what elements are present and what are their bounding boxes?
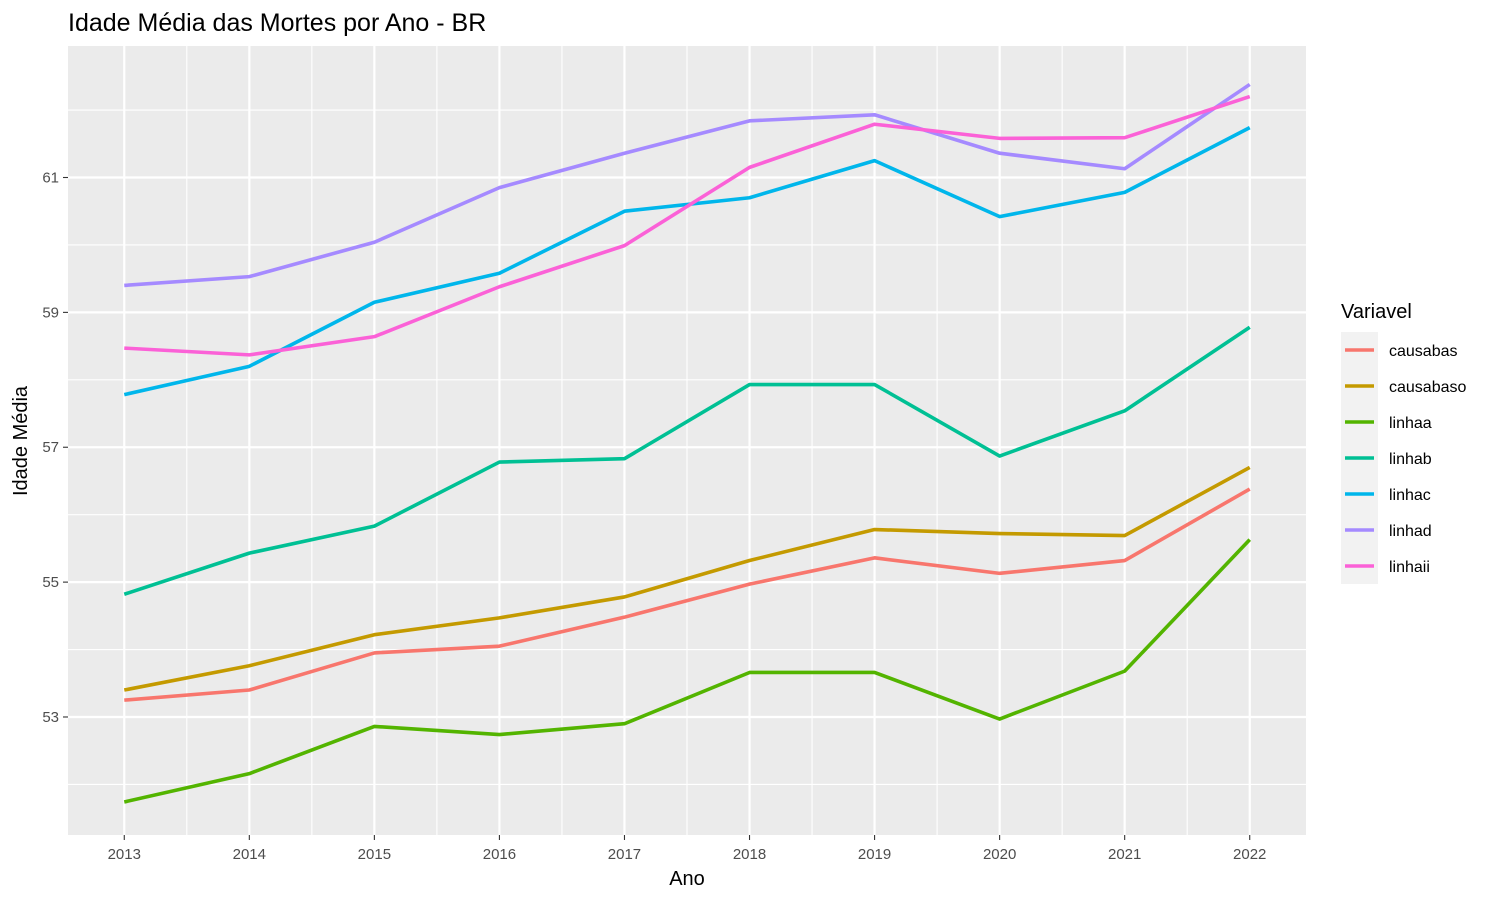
- x-axis-title: Ano: [669, 868, 705, 890]
- series-line-linhab: [123, 325, 1251, 596]
- legend-item-linhab: linhab: [1345, 451, 1432, 468]
- legend-label: linhaa: [1389, 415, 1432, 432]
- y-axis-title: Idade Média: [10, 385, 32, 496]
- series-line-causabaso: [123, 465, 1251, 692]
- y-tick-label: 53: [42, 709, 59, 726]
- y-tick-label: 59: [42, 304, 59, 321]
- series-line-linhaii: [124, 94, 1251, 357]
- legend-items: causabas causabaso linhaa linhab linhac linha…: [1345, 343, 1466, 576]
- chart-title: Idade Média das Mortes por Ano - BR: [68, 9, 486, 37]
- y-tick-label: 61: [42, 170, 59, 187]
- legend-label: causabaso: [1389, 379, 1466, 396]
- legend-item-linhaa: linhaa: [1345, 415, 1432, 432]
- legend-item-causabas: causabas: [1345, 343, 1458, 360]
- series-line-linhad: [124, 82, 1251, 288]
- legend-label: causabas: [1389, 343, 1458, 360]
- y-tick-label: 57: [42, 439, 59, 456]
- x-tick-label: 2022: [1233, 846, 1266, 863]
- x-tick-label: 2021: [1108, 846, 1141, 863]
- legend-title: Variavel: [1341, 301, 1412, 323]
- x-tick-label: 2013: [108, 846, 141, 863]
- x-tick-label: 2020: [983, 846, 1016, 863]
- x-tick-label: 2017: [608, 846, 641, 863]
- x-axis: 2013 2014 2015 2016 2017 2018 2019 2020 2021 2022: [108, 835, 1266, 863]
- legend-item-causabaso: causabaso: [1345, 379, 1466, 396]
- major-gridlines: [68, 46, 1306, 835]
- series-lines: [123, 82, 1252, 804]
- legend: Variavel causabas causabaso linhaa linhab li…: [1341, 301, 1466, 584]
- legend-label: linhaii: [1389, 559, 1430, 576]
- y-axis: 53 55 57 59 61: [42, 170, 68, 726]
- legend-label: linhad: [1389, 523, 1432, 540]
- legend-label: linhab: [1389, 451, 1432, 468]
- series-line-linhaa: [123, 538, 1252, 804]
- x-tick-label: 2019: [858, 846, 891, 863]
- legend-item-linhac: linhac: [1345, 487, 1431, 504]
- legend-item-linhaii: linhaii: [1345, 559, 1430, 576]
- y-tick-label: 55: [42, 574, 59, 591]
- x-tick-label: 2014: [233, 846, 266, 863]
- legend-item-linhad: linhad: [1345, 523, 1432, 540]
- series-line-causabas: [124, 487, 1251, 702]
- x-tick-label: 2016: [483, 846, 516, 863]
- legend-label: linhac: [1389, 487, 1431, 504]
- x-tick-label: 2018: [733, 846, 766, 863]
- x-tick-label: 2015: [358, 846, 391, 863]
